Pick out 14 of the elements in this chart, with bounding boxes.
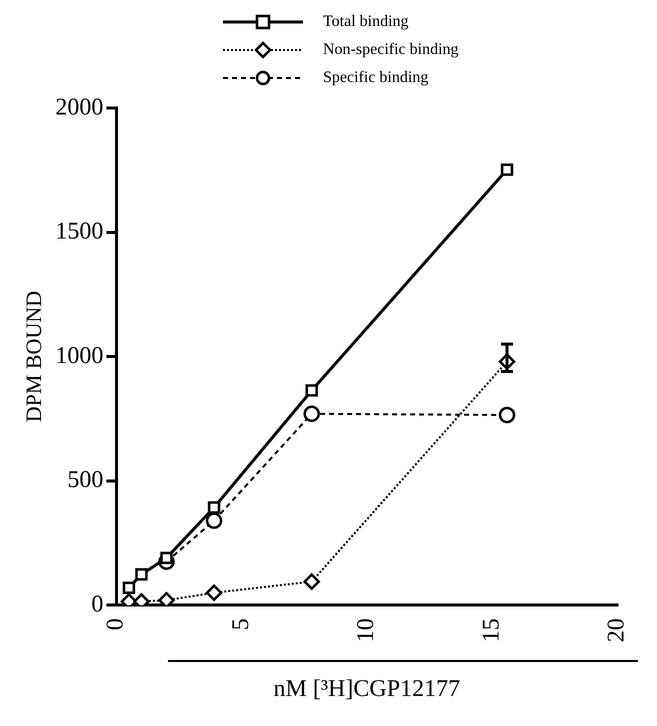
x-tick-label: 20 xyxy=(603,618,630,642)
x-tick-label: 15 xyxy=(478,618,504,642)
y-tick-label: 1500 xyxy=(55,218,104,245)
x-tick-label: 0 xyxy=(102,618,129,630)
y-tick-label: 2000 xyxy=(55,94,104,120)
y-tick-label: 1000 xyxy=(55,342,104,369)
legend-label: Total binding xyxy=(323,13,409,30)
x-tick-label: 10 xyxy=(353,618,380,642)
legend-label: Specific binding xyxy=(323,69,428,86)
y-tick-label: 500 xyxy=(67,467,104,494)
x-tick-label: 5 xyxy=(228,618,254,630)
x-axis-title: nM [³H]CGP12177 xyxy=(274,676,460,702)
y-axis-title: DPM BOUND xyxy=(20,290,46,422)
legend-label: Non-specific binding xyxy=(323,41,459,58)
